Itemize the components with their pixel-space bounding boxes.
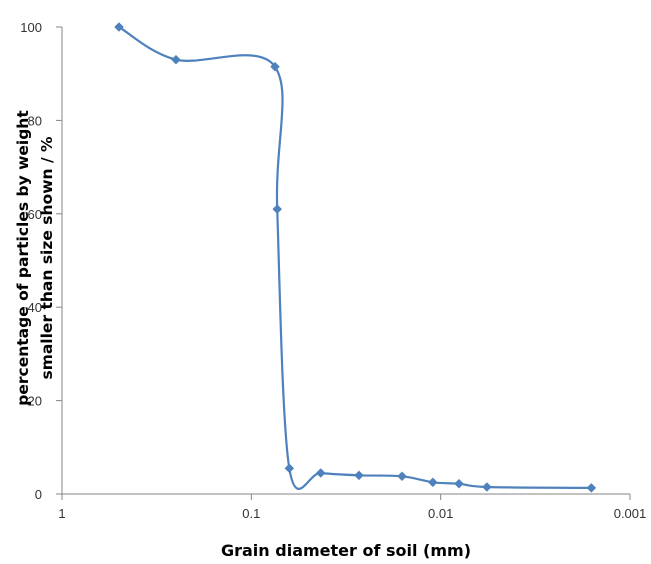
x-tick-label: 1: [58, 506, 65, 521]
x-axis-title: Grain diameter of soil (mm): [221, 541, 471, 560]
series-layer: [114, 22, 597, 493]
x-axis-ticks: 1 0.1 0.01 0.001: [58, 494, 646, 521]
y-tick-label: 20: [28, 394, 42, 409]
y-axis-title-line-2: smaller than size shown / %: [38, 136, 56, 380]
y-axis-ticks: 0 20 40 60 80 100: [20, 20, 62, 502]
data-point-marker: [272, 204, 283, 214]
data-point-marker: [284, 463, 295, 474]
data-point-marker: [454, 478, 464, 489]
data-point-marker: [586, 483, 597, 493]
data-point-marker: [114, 22, 124, 32]
data-point-marker: [427, 477, 438, 488]
data-point-marker: [270, 61, 280, 72]
y-tick-label: 60: [28, 207, 42, 222]
data-point-marker: [315, 468, 326, 478]
y-tick-label: 80: [28, 113, 42, 128]
y-tick-label: 100: [20, 20, 42, 35]
x-tick-label: 0.1: [242, 506, 260, 521]
y-tick-label: 40: [28, 300, 42, 315]
y-axis-title-line-1: percentage of particles by weight: [14, 110, 32, 406]
y-axis-title: percentage of particles by weight smalle…: [14, 110, 56, 406]
x-tick-label: 0.01: [428, 506, 453, 521]
y-tick-label: 0: [35, 487, 42, 502]
data-point-marker: [354, 470, 364, 481]
data-point-marker: [397, 471, 407, 482]
x-tick-label: 0.001: [614, 506, 647, 521]
data-point-marker: [482, 482, 492, 492]
series-line: [118, 26, 592, 490]
data-point-marker: [171, 54, 181, 65]
